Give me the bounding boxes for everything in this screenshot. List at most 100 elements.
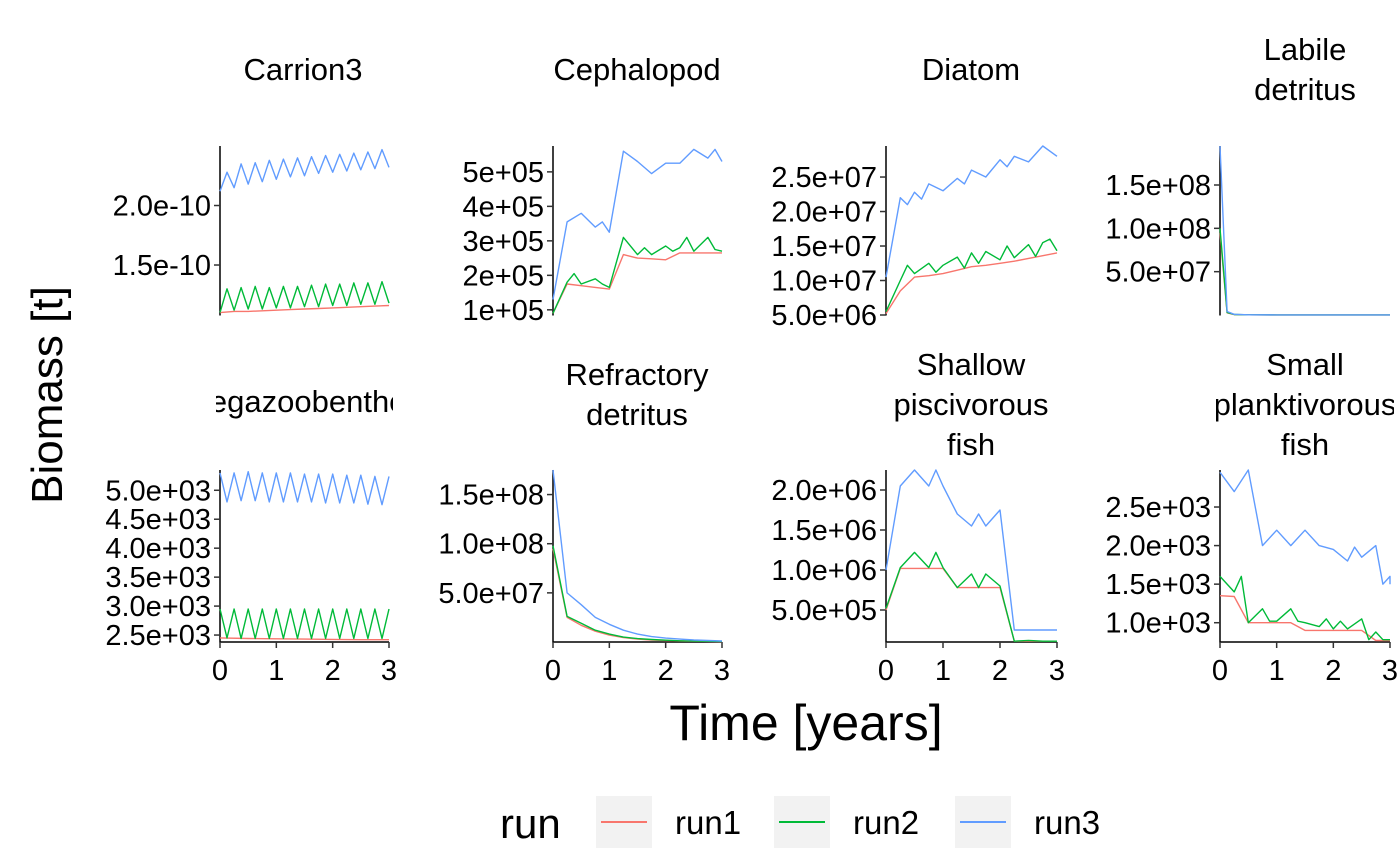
x-tick-label: 2: [1325, 655, 1341, 687]
y-tick-label: 1.5e+08: [438, 480, 544, 512]
series-line-run3: [219, 471, 390, 506]
x-tick-label: 0: [1212, 655, 1228, 687]
legend: run run1 run2 run3: [500, 796, 1100, 848]
panel-title: Diatom: [922, 52, 1020, 87]
series-line-run3: [1219, 469, 1391, 585]
series-line-run1: [1219, 232, 1390, 316]
y-tick-label: 5.0e+06: [771, 300, 877, 332]
y-tick-label: 5e+05: [463, 157, 544, 189]
series-line-run2: [885, 238, 1058, 312]
y-tick-label: 5.0e+03: [105, 475, 211, 507]
x-tick-label: 3: [714, 655, 730, 687]
series-line-run2: [219, 608, 390, 640]
panel-title: fish: [947, 427, 995, 462]
y-tick-label: 4e+05: [463, 191, 544, 223]
y-tick-label: 3e+05: [463, 226, 544, 258]
y-tick-label: 1.5e+06: [771, 515, 877, 547]
legend-title: run: [500, 800, 561, 847]
y-tick-label: 1.5e+03: [1105, 569, 1211, 601]
x-tick-label: 2: [658, 655, 674, 687]
legend-label: run2: [853, 804, 919, 841]
series-line-run3: [219, 148, 390, 192]
y-tick-label: 1.5e-10: [113, 250, 211, 282]
x-tick-label: 2: [325, 655, 341, 687]
panel-4: Labile detritus 5.0e+07 1.0e+08 1.5e+08: [1105, 32, 1390, 316]
series-line-run1: [885, 252, 1058, 314]
y-tick-label: 5.0e+07: [438, 578, 544, 610]
series-line-run3: [885, 469, 1057, 631]
legend-item-run2: run2: [774, 796, 919, 848]
panel-3: Diatom 5.0e+061.0e+071.5e+072.0e+072.5e+0…: [771, 52, 1058, 332]
panel-7: Shallow piscivorous fish 5.0e+05 1.0e+06 1.5e…: [771, 347, 1065, 687]
x-tick-label: 0: [212, 655, 228, 687]
x-tick-label: 1: [1269, 655, 1285, 687]
x-tick-label: 1: [935, 655, 951, 687]
series-line-run2: [885, 551, 1057, 642]
panel-title: Small: [1266, 347, 1344, 382]
y-tick-label: 4.0e+03: [105, 533, 211, 565]
y-tick-label: 2.5e+07: [771, 162, 877, 194]
y-tick-label: 2.5e+03: [1105, 492, 1211, 524]
y-tick-label: 2.0e-10: [113, 191, 211, 223]
y-tick-label: 2.0e+06: [771, 475, 877, 507]
x-tick-label: 0: [878, 655, 894, 687]
panel-title: piscivorous: [893, 387, 1048, 422]
y-tick-label: 5.0e+05: [771, 595, 877, 627]
series-line-run3: [552, 148, 723, 300]
panel-1: Carrion3 1.5e-10 2.0e-10: [113, 52, 390, 316]
y-tick-label: 2.5e+03: [105, 620, 211, 652]
panel-title: planktivorous: [1214, 387, 1397, 422]
series-line-run2: [1219, 228, 1390, 316]
panel-title: Shallow: [917, 347, 1026, 382]
x-tick-label: 3: [1049, 655, 1065, 687]
series-line-run1: [885, 567, 1057, 642]
panel-title: Labile: [1264, 32, 1347, 67]
series-line-run1: [219, 637, 389, 641]
panel-title: fish: [1281, 427, 1329, 462]
legend-item-run3: run3: [955, 796, 1100, 848]
series-line-run2: [1219, 575, 1390, 641]
x-tick-label: 1: [268, 655, 284, 687]
series-line-run3: [885, 145, 1058, 278]
x-tick-label: 3: [1382, 655, 1398, 687]
legend-label: run1: [675, 804, 741, 841]
x-axis-label: Time [years]: [669, 695, 942, 751]
y-tick-label: 1.0e+06: [771, 555, 877, 587]
y-tick-label: 1.5e+07: [771, 231, 877, 263]
x-tick-label: 3: [381, 655, 397, 687]
y-tick-label: 4.5e+03: [105, 504, 211, 536]
panel-5: Megazoobenthos 2.5e+033.0e+033.5e+034.0e+…: [105, 384, 422, 687]
series-line-run2: [552, 545, 723, 643]
y-tick-label: 1.0e+03: [1105, 608, 1211, 640]
y-tick-label: 1.0e+08: [438, 529, 544, 561]
y-tick-label: 1.0e+07: [771, 266, 877, 298]
panel-8: Small planktivorous fish 1.0e+03 1.5e+03 2.0e…: [1105, 347, 1398, 687]
y-tick-label: 2e+05: [463, 260, 544, 292]
series-line-run1: [552, 548, 723, 643]
y-tick-label: 3.0e+03: [105, 591, 211, 623]
y-tick-label: 1e+05: [463, 295, 544, 327]
y-tick-label: 2.0e+07: [771, 197, 877, 229]
series-line-run3: [552, 469, 723, 642]
y-tick-label: 3.5e+03: [105, 562, 211, 594]
series-line-run2: [552, 236, 723, 314]
panel-title: Megazoobenthos: [184, 384, 422, 419]
panel-title: Refractory: [566, 357, 709, 392]
panel-title: detritus: [586, 397, 688, 432]
series-line-run2: [219, 281, 390, 313]
x-tick-label: 1: [601, 655, 617, 687]
panel-title: Cephalopod: [553, 52, 720, 87]
x-tick-label: 2: [992, 655, 1008, 687]
series-line-run1: [552, 252, 722, 314]
y-tick-label: 1.5e+08: [1105, 170, 1211, 202]
chart-panels: Carrion3 1.5e-10 2.0e-10 Cephalopod 1e+052e+…: [105, 32, 1398, 687]
y-tick-label: 1.0e+08: [1105, 213, 1211, 245]
series-line-run3: [1219, 145, 1390, 316]
panel-title: detritus: [1254, 72, 1356, 107]
legend-label: run3: [1034, 804, 1100, 841]
y-axis-label: Biomass [t]: [23, 286, 72, 504]
y-tick-label: 2.0e+03: [1105, 531, 1211, 563]
x-tick-label: 0: [545, 655, 561, 687]
